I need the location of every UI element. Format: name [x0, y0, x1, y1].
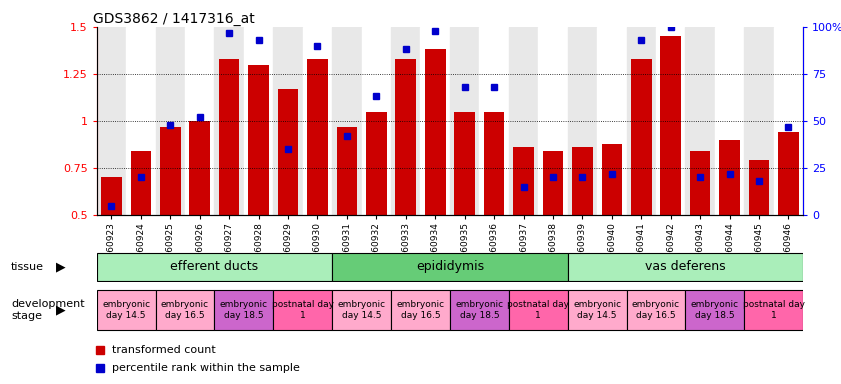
- Bar: [774, 27, 803, 215]
- Bar: [189, 121, 210, 215]
- Bar: [715, 27, 744, 215]
- Text: embryonic
day 14.5: embryonic day 14.5: [337, 300, 386, 320]
- Bar: [685, 290, 744, 330]
- Bar: [332, 253, 568, 281]
- Text: embryonic
day 16.5: embryonic day 16.5: [396, 300, 445, 320]
- Text: GDS3862 / 1417316_at: GDS3862 / 1417316_at: [93, 12, 255, 26]
- Text: transformed count: transformed count: [112, 345, 216, 356]
- Bar: [656, 27, 685, 215]
- Text: embryonic
day 14.5: embryonic day 14.5: [573, 300, 621, 320]
- Bar: [160, 127, 181, 215]
- Text: embryonic
day 18.5: embryonic day 18.5: [455, 300, 504, 320]
- Bar: [690, 151, 711, 215]
- Text: postnatal day
1: postnatal day 1: [272, 300, 334, 320]
- Bar: [303, 27, 332, 215]
- Bar: [568, 253, 803, 281]
- Bar: [719, 140, 740, 215]
- Bar: [156, 27, 185, 215]
- Bar: [307, 59, 328, 215]
- Bar: [748, 161, 770, 215]
- Bar: [627, 290, 685, 330]
- Bar: [568, 290, 627, 330]
- Bar: [542, 151, 563, 215]
- Bar: [332, 290, 391, 330]
- Bar: [420, 27, 450, 215]
- Bar: [631, 59, 652, 215]
- Text: postnatal day
1: postnatal day 1: [743, 300, 805, 320]
- Bar: [660, 36, 681, 215]
- Bar: [744, 27, 774, 215]
- Text: embryonic
day 14.5: embryonic day 14.5: [102, 300, 151, 320]
- Text: embryonic
day 18.5: embryonic day 18.5: [690, 300, 739, 320]
- Bar: [273, 27, 303, 215]
- Bar: [744, 290, 803, 330]
- Bar: [450, 290, 509, 330]
- Bar: [273, 290, 332, 330]
- Bar: [479, 27, 509, 215]
- Bar: [395, 59, 416, 215]
- Bar: [778, 132, 799, 215]
- Text: postnatal day
1: postnatal day 1: [507, 300, 569, 320]
- Bar: [156, 290, 214, 330]
- Bar: [391, 290, 450, 330]
- Text: epididymis: epididymis: [415, 260, 484, 273]
- Bar: [336, 127, 357, 215]
- Bar: [130, 151, 151, 215]
- Bar: [538, 27, 568, 215]
- Bar: [509, 290, 568, 330]
- Bar: [391, 27, 420, 215]
- Bar: [627, 27, 656, 215]
- Bar: [366, 112, 387, 215]
- Bar: [126, 27, 156, 215]
- Bar: [513, 147, 534, 215]
- Text: embryonic
day 16.5: embryonic day 16.5: [632, 300, 680, 320]
- Text: embryonic
day 16.5: embryonic day 16.5: [161, 300, 209, 320]
- Bar: [450, 27, 479, 215]
- Text: percentile rank within the sample: percentile rank within the sample: [112, 362, 300, 373]
- Text: efferent ducts: efferent ducts: [171, 260, 258, 273]
- Bar: [685, 27, 715, 215]
- Text: development
stage: development stage: [11, 299, 85, 321]
- Bar: [425, 50, 446, 215]
- Bar: [97, 290, 156, 330]
- Bar: [97, 27, 126, 215]
- Bar: [568, 27, 597, 215]
- Bar: [185, 27, 214, 215]
- Bar: [509, 27, 538, 215]
- Bar: [572, 147, 593, 215]
- Bar: [362, 27, 391, 215]
- Bar: [278, 89, 299, 215]
- Bar: [97, 253, 332, 281]
- Bar: [244, 27, 273, 215]
- Text: tissue: tissue: [11, 262, 44, 272]
- Text: ▶: ▶: [56, 304, 66, 316]
- Text: vas deferens: vas deferens: [645, 260, 726, 273]
- Text: embryonic
day 18.5: embryonic day 18.5: [220, 300, 268, 320]
- Bar: [454, 112, 475, 215]
- Bar: [332, 27, 362, 215]
- Bar: [484, 112, 505, 215]
- Bar: [597, 27, 627, 215]
- Bar: [248, 65, 269, 215]
- Bar: [214, 27, 244, 215]
- Text: ▶: ▶: [56, 260, 66, 273]
- Bar: [101, 177, 122, 215]
- Bar: [219, 59, 240, 215]
- Bar: [601, 144, 622, 215]
- Bar: [214, 290, 273, 330]
